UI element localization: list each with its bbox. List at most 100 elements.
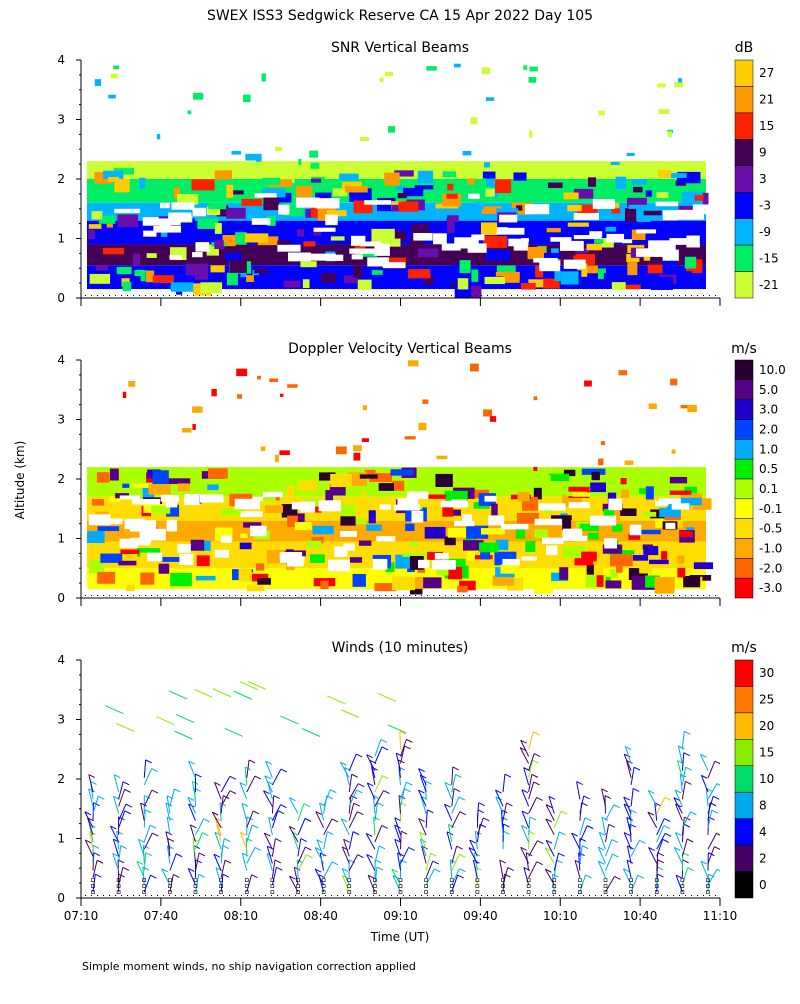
snr-cell xyxy=(481,222,497,235)
snr-cell xyxy=(388,126,395,133)
snr-cell xyxy=(644,211,662,216)
snr-baseline-dot xyxy=(181,295,182,296)
wind-barb xyxy=(700,754,708,770)
winds-baseline-dot xyxy=(283,895,284,896)
doppler-baseline-dot xyxy=(541,595,542,596)
snr-cell xyxy=(321,273,335,283)
winds-baseline-dot xyxy=(181,895,182,896)
wind-barb-feather xyxy=(357,812,363,815)
snr-cell xyxy=(90,274,110,284)
snr-baseline-dot xyxy=(307,295,308,296)
winds-baseline-dot xyxy=(577,895,578,896)
wind-barb-feather xyxy=(716,833,722,836)
wind-barb-feather xyxy=(305,847,311,850)
doppler-gap xyxy=(535,519,562,525)
winds-baseline-dot xyxy=(361,895,362,896)
wind-barb xyxy=(577,782,580,800)
winds-baseline-dot xyxy=(625,895,626,896)
snr-gap xyxy=(278,205,289,215)
doppler-baseline-dot xyxy=(361,595,362,596)
snr-gap xyxy=(636,229,656,233)
snr-baseline-dot xyxy=(487,295,488,296)
snr-colorbar-swatch xyxy=(735,60,753,86)
doppler-gap xyxy=(200,494,224,502)
wind-barb-feather xyxy=(454,789,460,792)
doppler-baseline-dot xyxy=(631,595,632,596)
doppler-cell xyxy=(549,474,569,481)
doppler-baseline-dot xyxy=(493,595,494,596)
wind-barb-feather xyxy=(382,747,388,750)
doppler-baseline-dot xyxy=(457,595,458,596)
doppler-gap xyxy=(120,539,139,548)
snr-baseline-dot xyxy=(577,295,578,296)
winds-baseline-dot xyxy=(217,895,218,896)
snr-cell xyxy=(483,172,496,179)
wind-barb-feather xyxy=(145,810,151,813)
wind-barb-feather xyxy=(374,817,380,820)
snr-cell xyxy=(254,269,268,273)
wind-barb-feather xyxy=(146,853,152,856)
wind-barb-feather xyxy=(658,860,664,863)
winds-panel-title: Winds (10 minutes) xyxy=(332,640,469,656)
wind-barb-feather xyxy=(533,732,539,735)
doppler-baseline-dot xyxy=(133,595,134,596)
snr-cell xyxy=(353,265,362,278)
snr-baseline-dot xyxy=(253,295,254,296)
wind-barb-feather xyxy=(354,803,360,806)
snr-cell xyxy=(245,233,268,242)
doppler-cell xyxy=(621,478,627,484)
winds-baseline-dot xyxy=(487,895,488,896)
doppler-cell xyxy=(590,482,606,492)
doppler-baseline-dot xyxy=(277,595,278,596)
winds-colorbar-label: 8 xyxy=(759,798,767,812)
wind-barb xyxy=(144,875,150,892)
wind-barb-feather xyxy=(717,784,723,787)
wind-barb xyxy=(221,776,230,792)
snr-cell xyxy=(633,187,642,193)
doppler-panel-title: Doppler Velocity Vertical Beams xyxy=(288,341,512,357)
doppler-cell xyxy=(559,567,568,580)
calm-marker xyxy=(399,879,402,882)
wind-barb-feather xyxy=(685,781,691,784)
doppler-baseline-dot xyxy=(703,595,704,596)
doppler-cell xyxy=(677,555,684,563)
doppler-colorbar-label: -1.0 xyxy=(759,541,782,555)
doppler-cell xyxy=(207,484,218,490)
doppler-cell xyxy=(192,406,202,412)
doppler-baseline-dot xyxy=(319,595,320,596)
winds-baseline-dot xyxy=(685,895,686,896)
winds-baseline-dot xyxy=(601,895,602,896)
wind-barb-feather xyxy=(353,832,359,835)
wind-barb-feather xyxy=(714,847,720,850)
wind-barb-feather xyxy=(684,753,690,756)
snr-cell xyxy=(263,197,279,210)
snr-gap xyxy=(574,235,602,239)
doppler-cell xyxy=(256,563,264,570)
snr-cell xyxy=(485,189,494,197)
snr-colorbar-label: -21 xyxy=(759,278,779,292)
doppler-cell xyxy=(362,438,369,442)
wind-barb-feather xyxy=(503,824,509,827)
doppler-cell xyxy=(280,394,283,397)
wind-barb xyxy=(503,774,505,792)
snr-gap xyxy=(648,240,676,251)
calm-marker xyxy=(450,879,453,882)
doppler-cell xyxy=(178,483,190,491)
wind-barb xyxy=(426,861,433,878)
wind-barb-feather xyxy=(406,782,412,785)
snr-cell xyxy=(262,73,266,81)
wind-barb-feather xyxy=(552,874,558,877)
doppler-cell xyxy=(239,569,252,582)
winds-baseline-dot xyxy=(373,895,374,896)
doppler-cell xyxy=(97,572,115,584)
wind-barb-feather xyxy=(274,796,280,799)
snr-gap xyxy=(468,243,487,252)
doppler-baseline-dot xyxy=(307,595,308,596)
snr-baseline-dot xyxy=(355,295,356,296)
winds-baseline-dot xyxy=(349,895,350,896)
snr-cell xyxy=(426,66,436,70)
snr-cell xyxy=(186,264,208,276)
doppler-colorbar-label: 0.1 xyxy=(759,482,778,496)
snr-cell xyxy=(648,265,663,274)
wind-barb xyxy=(349,832,353,850)
